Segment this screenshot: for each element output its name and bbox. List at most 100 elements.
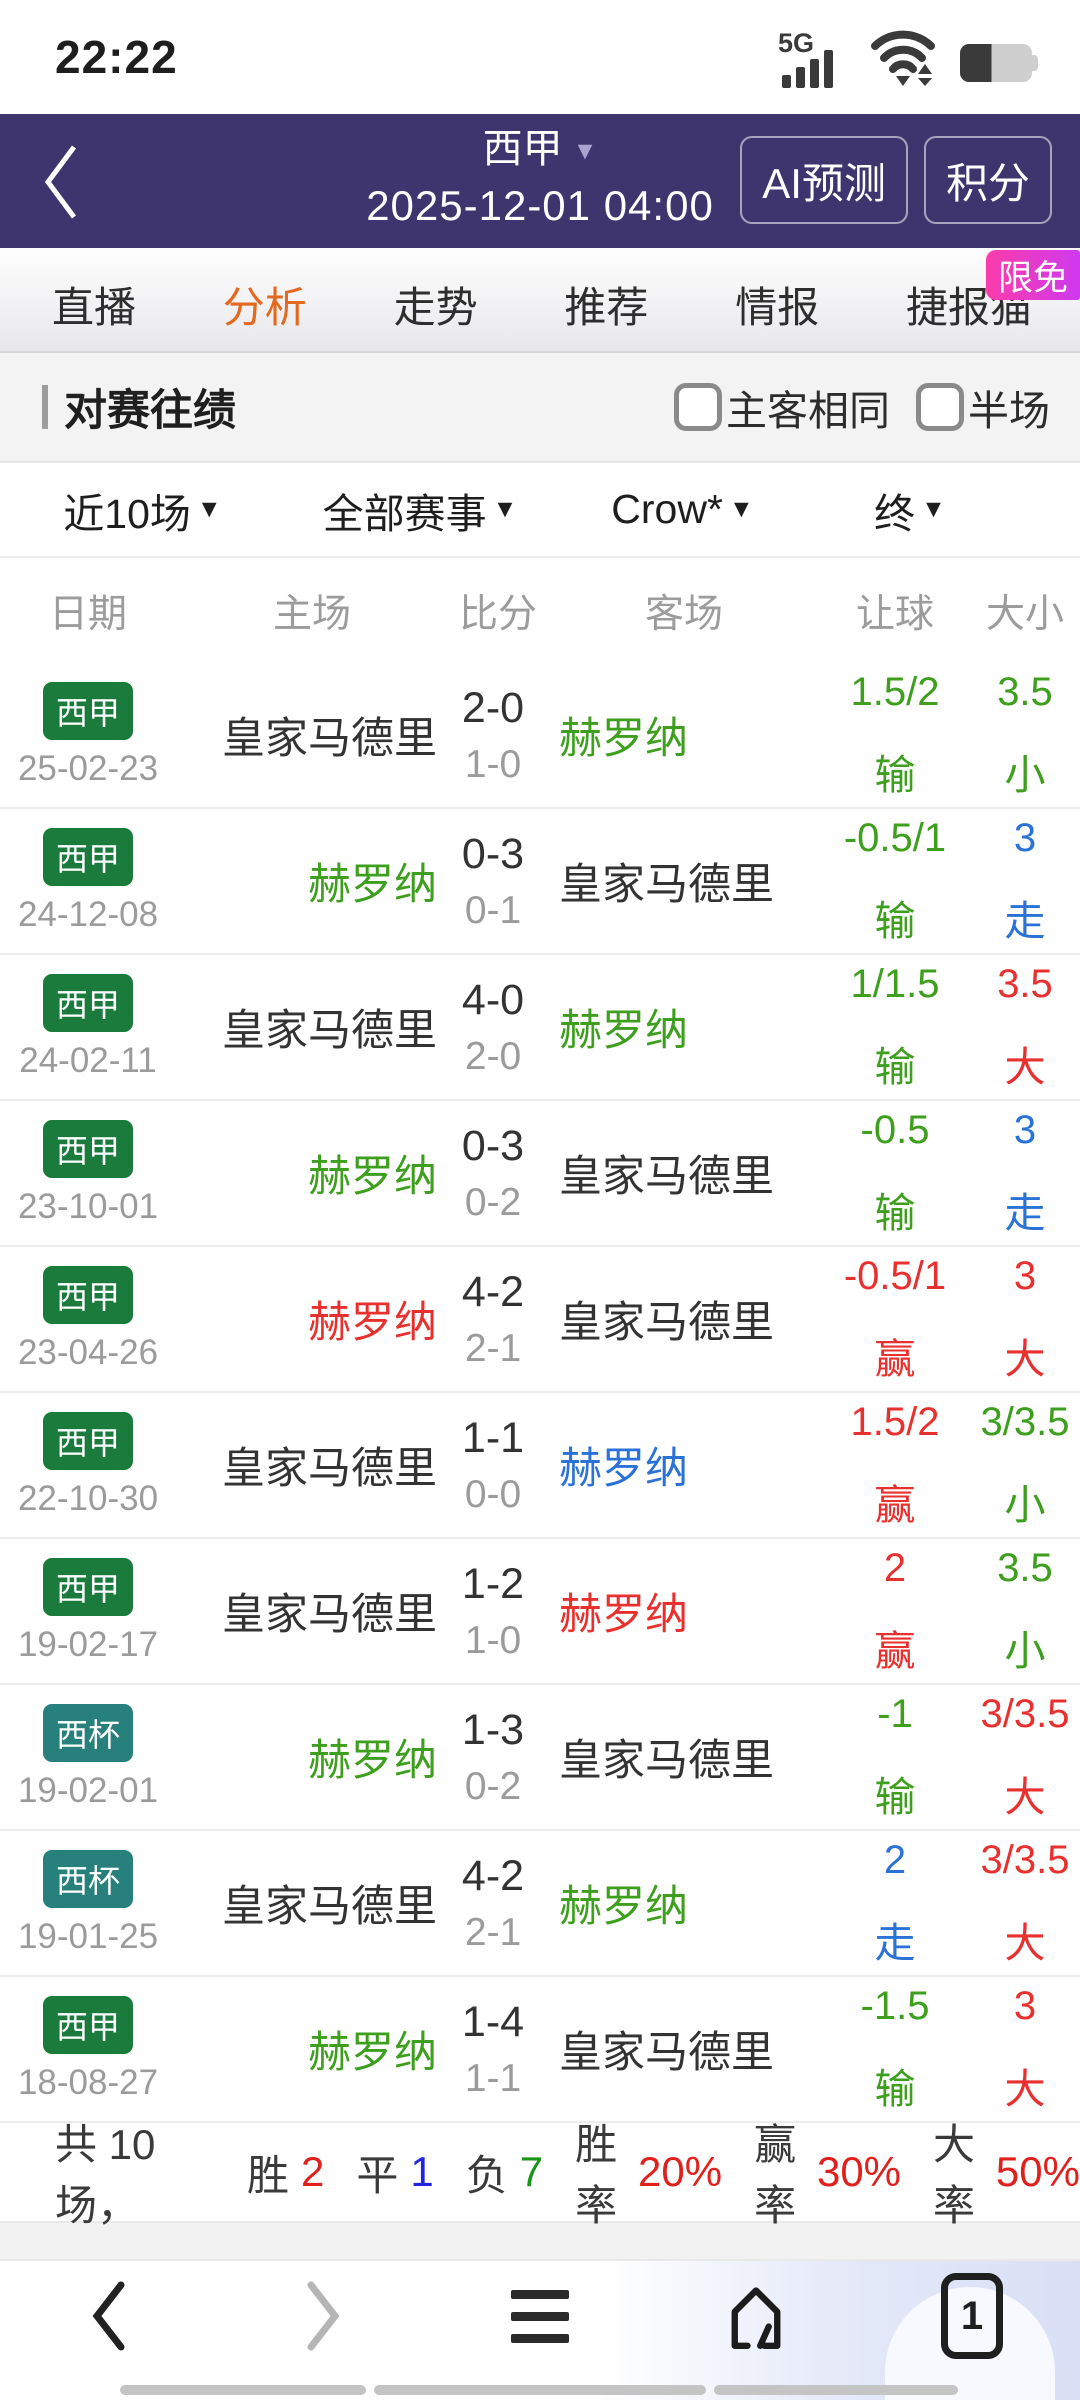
chevron-right-icon [307,2281,340,2351]
over-under-result: 大 [1004,1919,1046,1966]
handicap-cell: -1.5 输 [820,1984,970,2115]
away-team-cell: 皇家马德里 [543,850,820,912]
away-team-name: 赫罗纳 [559,715,688,763]
fulltime-score: 1-3 [461,1705,525,1754]
over-under-line: 3.5 [997,961,1053,1006]
over-under-cell: 3/3.5 大 [970,1692,1080,1823]
over-under-line: 3/3.5 [980,1399,1070,1444]
date-cell: 西甲 24-02-11 [0,973,176,1081]
summary-segment-5: 大率 50% [933,2111,1080,2233]
section-title: 对赛往绩 [64,387,236,435]
network-type-label: 5G [778,28,815,58]
away-team-name: 赫罗纳 [559,1883,688,1931]
home-team-name: 皇家马德里 [222,715,437,763]
standings-button[interactable]: 积分 [923,136,1052,224]
handicap-result: 赢 [874,1627,916,1674]
handicap-cell: -0.5/1 输 [820,816,970,947]
away-team-cell: 赫罗纳 [543,1434,820,1496]
home-team-cell: 皇家马德里 [176,704,443,766]
tab-item-3[interactable]: 推荐 [564,284,649,331]
league-badge: 西甲 [42,827,133,886]
home-team-name: 皇家马德里 [222,1591,437,1639]
away-team-cell: 赫罗纳 [543,1580,820,1642]
dropdown-caret-icon: ▼ [572,137,598,165]
handicap-line: -1.5 [860,1983,930,2028]
ai-predict-button[interactable]: AI预测 [740,136,908,224]
filter-dropdown-2[interactable]: Crow* ▼ [555,486,810,533]
halftime-score: 1-0 [464,742,522,786]
match-date: 19-01-25 [17,1916,159,1956]
tab-item-1[interactable]: 分析 [222,284,307,331]
league-badge: 西甲 [42,1557,133,1616]
date-cell: 西甲 19-02-17 [0,1557,176,1665]
tab-item-4[interactable]: 情报 [735,284,820,331]
checkbox-icon[interactable] [916,383,964,431]
away-team-cell: 赫罗纳 [543,996,820,1058]
summary-label: 胜率 [575,2121,618,2229]
filter-label: 终 [874,490,916,537]
table-row: 西甲 19-02-17 皇家马德里 1-2 1-0 赫罗纳 2 赢 3.5 小 [0,1539,1080,1685]
away-team-name: 皇家马德里 [559,861,774,909]
header-center: 西甲 ▼ 2025-12-01 04:00 [0,122,1080,234]
tab-item-0[interactable]: 直播 [52,284,137,331]
column-header-2: 比分 [458,592,537,636]
league-badge: 西甲 [42,681,133,740]
halftime-score: 0-1 [464,888,522,932]
over-under-result: 大 [1004,1335,1046,1382]
fulltime-score: 4-0 [461,975,525,1024]
h2h-table: 西甲 25-02-23 皇家马德里 2-0 1-0 赫罗纳 1.5/2 输 3.5 小西甲 24-1… [0,663,1080,2123]
nav-tabs-button[interactable]: 1 [864,2261,1080,2371]
back-button[interactable] [38,136,98,228]
tab-item-2[interactable]: 走势 [393,284,478,331]
filter-dropdown-3[interactable]: 终 ▼ [810,480,1010,540]
home-team-name: 赫罗纳 [308,1153,437,1201]
summary-value: 1 [410,2148,434,2195]
handicap-cell: -0.5/1 赢 [820,1254,970,1385]
handicap-result: 输 [874,1189,916,1236]
filter-dropdown-0[interactable]: 近10场 ▼ [0,480,285,540]
halftime-score: 0-2 [464,1180,522,1224]
status-bar: 22:22 5G [0,0,1080,114]
nav-forward-button[interactable] [216,2261,432,2371]
away-team-cell: 赫罗纳 [543,704,820,766]
home-team-name: 赫罗纳 [308,2029,437,2077]
over-under-line: 3 [1013,1107,1037,1152]
status-icons: 5G [778,24,1038,90]
home-team-cell: 皇家马德里 [176,1580,443,1642]
table-row: 西杯 19-01-25 皇家马德里 4-2 2-1 赫罗纳 2 走 3/3.5 大 [0,1831,1080,1977]
fulltime-score: 0-3 [461,1121,525,1170]
home-team-name: 皇家马德里 [222,1445,437,1493]
home-team-cell: 赫罗纳 [176,2018,443,2080]
nav-home-button[interactable] [648,2261,864,2371]
filter-dropdown-1[interactable]: 全部赛事 ▼ [285,480,555,540]
nav-menu-button[interactable] [432,2261,648,2371]
column-header-4: 让球 [855,592,934,636]
handicap-line: 1.5/2 [850,669,940,714]
date-cell: 西甲 22-10-30 [0,1411,176,1519]
nav-back-button[interactable] [0,2261,216,2371]
table-header: 日期 主场 比分 客场 让球 大小 [0,558,1080,663]
checkbox-group-0[interactable]: 主客相同 [674,377,890,437]
handicap-result: 输 [874,897,916,944]
over-under-result: 走 [1004,1189,1046,1236]
handicap-cell: 1/1.5 输 [820,962,970,1093]
handicap-line: -0.5/1 [843,815,947,860]
checkbox-group-1[interactable]: 半场 [916,377,1050,437]
checkbox-icon[interactable] [674,383,722,431]
handicap-result: 赢 [874,1481,916,1528]
over-under-line: 3/3.5 [980,1691,1070,1736]
score-cell: 0-3 0-1 [443,830,543,933]
score-cell: 4-2 2-1 [443,1268,543,1371]
score-cell: 1-4 1-1 [443,1998,543,2101]
halftime-score: 0-2 [464,1764,522,1808]
handicap-result: 输 [874,2065,916,2112]
league-selector[interactable]: 西甲 ▼ [0,122,1080,178]
score-cell: 1-1 0-0 [443,1414,543,1517]
summary-prefix: 共 10 场， [55,2121,156,2229]
home-team-cell: 赫罗纳 [176,1726,443,1788]
fulltime-score: 1-4 [461,1997,525,2046]
